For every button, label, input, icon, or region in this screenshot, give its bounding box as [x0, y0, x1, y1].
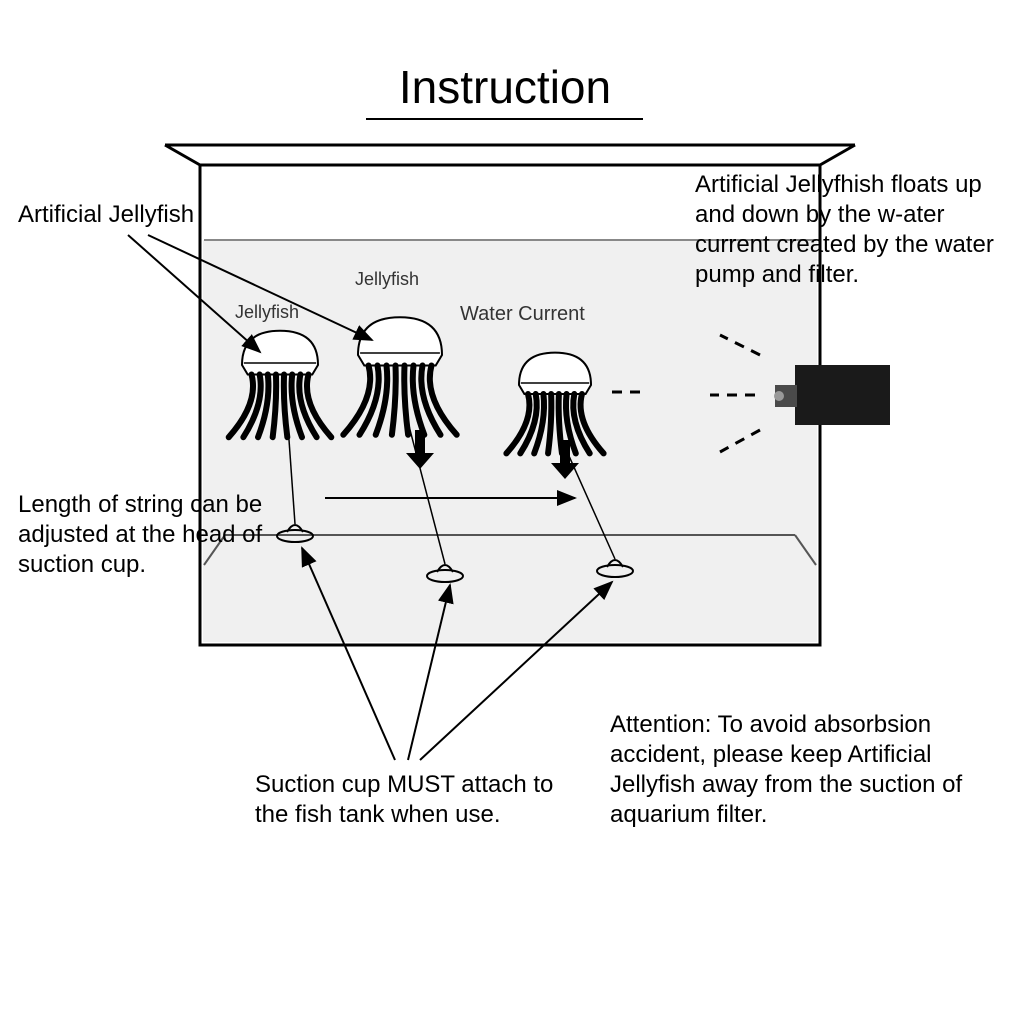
callout-suction-attach: Suction cup MUST attach to the fish tank…: [255, 770, 585, 830]
callout-floats: Artificial Jellyfhish floats up and down…: [695, 170, 995, 290]
callout-attention: Attention: To avoid absorbsion accident,…: [610, 710, 1000, 830]
callout-artificial-jellyfish: Artificial Jellyfish: [18, 200, 228, 230]
svg-text:Jellyfish: Jellyfish: [235, 302, 299, 322]
callout-string-length: Length of string can be adjusted at the …: [18, 490, 293, 580]
instruction-diagram: { "page": { "width": 1010, "height": 101…: [0, 0, 1010, 1010]
svg-text:Water Current: Water Current: [460, 303, 585, 325]
svg-text:Jellyfish: Jellyfish: [355, 269, 419, 289]
